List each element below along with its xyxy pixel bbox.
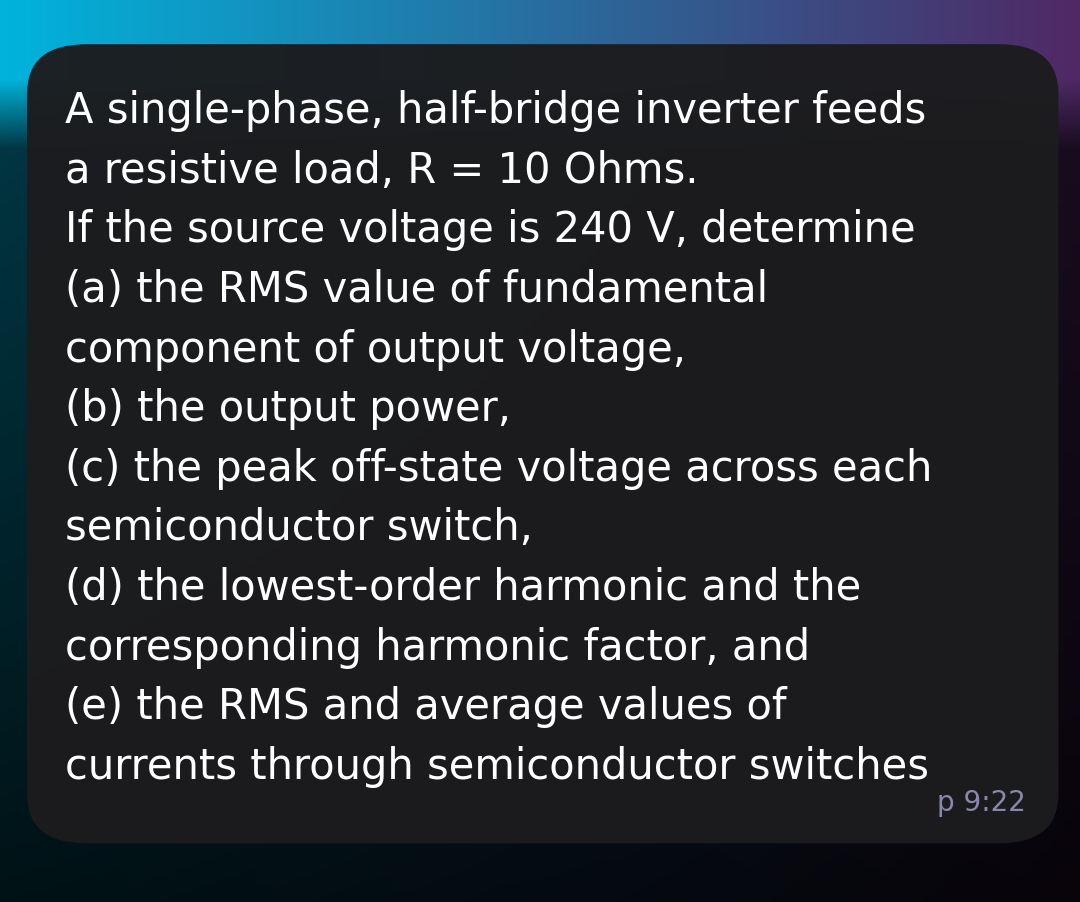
Text: (a) the RMS value of fundamental: (a) the RMS value of fundamental: [65, 269, 768, 311]
Text: p 9:22: p 9:22: [937, 788, 1026, 816]
Text: (d) the lowest-order harmonic and the: (d) the lowest-order harmonic and the: [65, 566, 861, 609]
Text: (c) the peak off-state voltage across each: (c) the peak off-state voltage across ea…: [65, 447, 932, 490]
Text: If the source voltage is 240 V, determine: If the source voltage is 240 V, determin…: [65, 209, 916, 252]
Text: a resistive load, R = 10 Ohms.: a resistive load, R = 10 Ohms.: [65, 150, 699, 192]
Text: A single-phase, half-bridge inverter feeds: A single-phase, half-bridge inverter fee…: [65, 90, 926, 133]
FancyBboxPatch shape: [27, 45, 1058, 843]
Text: (b) the output power,: (b) the output power,: [65, 388, 511, 430]
Text: component of output voltage,: component of output voltage,: [65, 328, 686, 371]
Text: semiconductor switch,: semiconductor switch,: [65, 507, 532, 549]
Text: corresponding harmonic factor, and: corresponding harmonic factor, and: [65, 626, 810, 668]
Text: currents through semiconductor switches: currents through semiconductor switches: [65, 745, 929, 787]
Text: (e) the RMS and average values of: (e) the RMS and average values of: [65, 686, 786, 728]
